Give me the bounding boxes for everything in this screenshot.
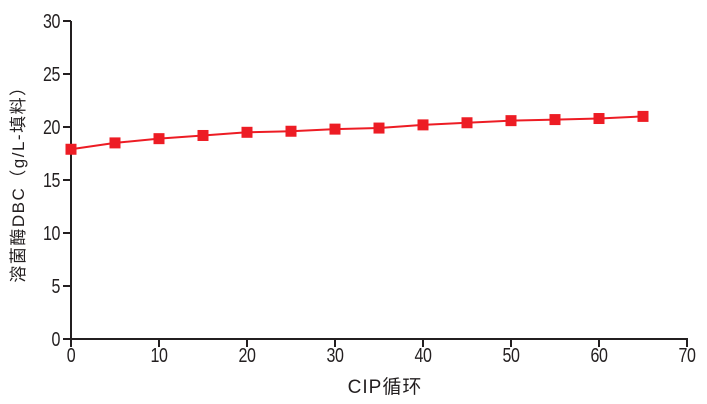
y-tick-group: 10 bbox=[43, 222, 61, 244]
x-tick-label: 30 bbox=[326, 344, 343, 366]
x-tick-label: 20 bbox=[238, 344, 255, 366]
x-tick-label: 50 bbox=[502, 344, 519, 366]
data-point-marker bbox=[109, 137, 121, 149]
data-point-marker bbox=[461, 117, 473, 129]
data-point-marker bbox=[417, 119, 429, 131]
y-tick-label: 30 bbox=[43, 10, 60, 32]
y-tick-group: 5 bbox=[51, 275, 60, 297]
y-tick-label: 0 bbox=[51, 328, 60, 350]
y-tick-label: 5 bbox=[51, 275, 60, 297]
x-tick-label: 70 bbox=[678, 344, 695, 366]
y-tick-group: 15 bbox=[43, 169, 61, 191]
y-tick-group: 30 bbox=[43, 10, 61, 32]
x-tick-group: 20 bbox=[238, 344, 256, 366]
x-tick-group: 0 bbox=[67, 344, 76, 366]
y-tick-label: 10 bbox=[43, 222, 60, 244]
y-tick-group: 0 bbox=[51, 328, 60, 350]
y-axis-title: 溶菌酶DBC（g/L-填料） bbox=[9, 77, 28, 283]
data-point-marker bbox=[593, 113, 605, 125]
data-point-marker bbox=[153, 133, 165, 145]
x-tick-label: 40 bbox=[414, 344, 431, 366]
data-point-marker bbox=[241, 126, 253, 138]
x-tick-group: 10 bbox=[150, 344, 168, 366]
y-tick-group: 20 bbox=[43, 116, 61, 138]
data-point-marker bbox=[285, 125, 297, 137]
x-tick-group: 60 bbox=[590, 344, 608, 366]
x-tick-group: 40 bbox=[414, 344, 432, 366]
y-tick-label: 25 bbox=[43, 63, 60, 85]
x-tick-group: 30 bbox=[326, 344, 344, 366]
data-point-marker bbox=[637, 110, 649, 122]
data-point-marker bbox=[197, 129, 209, 141]
y-tick-label: 15 bbox=[43, 169, 60, 191]
data-point-marker bbox=[549, 114, 561, 126]
x-tick-group: 50 bbox=[502, 344, 520, 366]
y-tick-label: 20 bbox=[43, 116, 60, 138]
x-tick-group: 70 bbox=[678, 344, 696, 366]
x-axis-title: CIP循环 bbox=[347, 377, 423, 398]
x-tick-label: 60 bbox=[590, 344, 607, 366]
x-tick-label: 10 bbox=[150, 344, 167, 366]
data-point-marker bbox=[505, 115, 517, 127]
data-point-marker bbox=[329, 123, 341, 135]
x-tick-label: 0 bbox=[67, 344, 76, 366]
series-line bbox=[70, 115, 644, 151]
y-tick-group: 25 bbox=[43, 63, 61, 85]
data-point-marker bbox=[65, 143, 77, 155]
data-point-marker bbox=[373, 122, 385, 134]
